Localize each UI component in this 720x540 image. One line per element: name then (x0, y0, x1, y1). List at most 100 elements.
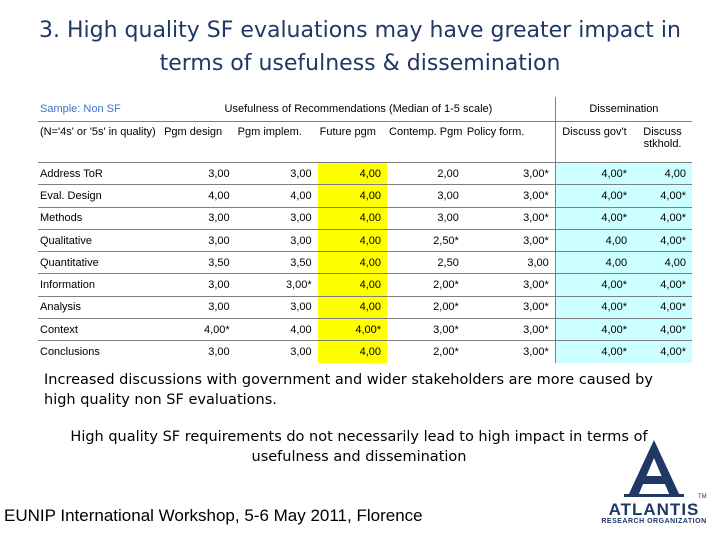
table-cell: 4,00* (554, 340, 634, 363)
table-cell: 4,00* (317, 318, 388, 341)
usefulness-group-header: Usefulness of Recommendations (Median of… (162, 97, 556, 122)
logo-name: ATLANTIS (608, 500, 700, 519)
row-label: Eval. Design (38, 184, 163, 208)
table-row: Methods 3,00 3,00 4,00 3,00 3,00* 4,00* 4,00* (38, 206, 692, 230)
table-cell: 4,00 (317, 184, 388, 208)
table-cell: 4,00* (633, 295, 692, 319)
table-cell: 3,00 (464, 251, 556, 274)
table-cell: 3,00* (464, 228, 556, 252)
table-cell: 4,00* (633, 228, 692, 252)
table-cell: 4,00 (317, 228, 388, 252)
atlantis-logo: ATLANTIS TM RESEARCH ORGANIZATION (598, 438, 710, 528)
table-cell: 4,00* (633, 340, 692, 363)
table-cell: 3,00* (464, 318, 556, 341)
table-body: Address ToR 3,00 3,00 4,00 2,00 3,00* 4,00* 4,0… (38, 161, 692, 363)
table-cell: 3,00 (162, 273, 236, 297)
dissemination-group-header: Dissemination (554, 97, 692, 122)
table-cell: 3,00 (162, 228, 236, 252)
table-cell: 3,00 (235, 228, 318, 252)
table-cell: 3,00* (464, 295, 556, 319)
table-cell: 3,00 (162, 161, 236, 185)
logo-tm: TM (698, 494, 707, 500)
column-header: Contemp. Pgm (389, 126, 463, 138)
column-header: Future pgm (319, 126, 376, 138)
table-cell: 4,00* (554, 161, 634, 185)
table-row: Address ToR 3,00 3,00 4,00 2,00 3,00* 4,00* 4,0… (38, 161, 692, 185)
table-cell: 4,00 (633, 251, 692, 274)
sample-label: Sample: Non SF (38, 97, 163, 122)
row-label: Qualitative (38, 228, 163, 252)
table-cell: 4,00* (554, 295, 634, 319)
table-cell: 3,00* (464, 184, 556, 208)
row-label: Information (38, 273, 163, 297)
table-cell: 4,00* (554, 184, 634, 208)
slide-title: 3. High quality SF evaluations may have … (39, 18, 681, 76)
footer-text: EUNIP International Workshop, 5-6 May 20… (4, 506, 423, 525)
table-cell: 3,00* (387, 318, 465, 341)
atlantis-mark-icon (624, 440, 684, 497)
table-cell: 4,00* (633, 206, 692, 230)
table-row: Quantitative 3,50 3,50 4,00 2,50 3,00 4,00 4,00 (38, 251, 692, 274)
column-header: Pgm design (164, 126, 223, 138)
table-cell: 2,00* (387, 273, 465, 297)
row-label: Context (38, 318, 163, 341)
table-cell: 4,00 (235, 318, 318, 341)
table-cell: 4,00* (554, 318, 634, 341)
table-row: Eval. Design 4,00 4,00 4,00 3,00 3,00* 4,00* 4,… (38, 184, 692, 208)
table-cell: 4,00* (554, 206, 634, 230)
column-header-row: (N='4s' or '5s' in quality) Pgm design P… (38, 121, 692, 163)
table-cell: 4,00 (317, 295, 388, 319)
row-label: Methods (38, 206, 163, 230)
table-cell: 3,00 (162, 340, 236, 363)
results-table: Sample: Non SF Usefulness of Recommendat… (38, 97, 692, 363)
table-cell: 4,00* (633, 318, 692, 341)
table-cell: 4,00 (317, 273, 388, 297)
table-cell: 4,00 (317, 340, 388, 363)
table-cell: 2,50 (387, 251, 465, 274)
table-cell: 3,00 (235, 206, 318, 230)
table-cell: 4,00* (554, 273, 634, 297)
table-cell: 3,00 (387, 184, 465, 208)
table-row: Conclusions 3,00 3,00 4,00 2,00* 3,00* 4,00* 4,… (38, 340, 692, 363)
table-cell: 4,00 (554, 251, 634, 274)
table-cell: 2,00* (387, 340, 465, 363)
note-discussions: Increased discussions with government an… (44, 372, 653, 408)
column-header: Discuss gov't (554, 121, 634, 163)
row-label: Address ToR (38, 161, 163, 185)
table-cell: 3,00 (162, 206, 236, 230)
group-header-row: Sample: Non SF Usefulness of Recommendat… (38, 97, 692, 122)
column-header: Policy form. (466, 126, 525, 138)
table-cell: 4,00* (162, 318, 236, 341)
table-cell: 4,00 (162, 184, 236, 208)
table-cell: 4,00 (317, 161, 388, 185)
table-cell: 4,00 (633, 161, 692, 185)
table-cell: 3,00* (464, 340, 556, 363)
table-cell: 3,00* (464, 161, 556, 185)
column-header: Discuss stkhold. (643, 126, 682, 150)
logo-subtitle: RESEARCH ORGANIZATION (601, 518, 707, 525)
table-cell: 4,00 (235, 184, 318, 208)
table-row: Qualitative 3,00 3,00 4,00 2,50* 3,00* 4,00 4,0… (38, 228, 692, 252)
table-row: Context 4,00* 4,00 4,00* 3,00* 3,00* 4,00* 4,00… (38, 318, 692, 341)
table-cell: 3,00 (235, 161, 318, 185)
row-header-label: (N='4s' or '5s' in quality) (40, 126, 156, 138)
table-cell: 3,50 (162, 251, 236, 274)
table-cell: 4,00 (317, 251, 388, 274)
table-cell: 4,00 (554, 228, 634, 252)
table-cell: 2,00 (387, 161, 465, 185)
table-cell: 2,50* (387, 228, 465, 252)
table-row: Information 3,00 3,00* 4,00 2,00* 3,00* 4,00* 4… (38, 273, 692, 297)
table-cell: 3,00* (464, 206, 556, 230)
row-label: Conclusions (38, 340, 163, 363)
table-row: Analysis 3,00 3,00 4,00 2,00* 3,00* 4,00* 4,00* (38, 295, 692, 319)
table-cell: 3,50 (235, 251, 318, 274)
row-label: Analysis (38, 295, 163, 319)
table-cell: 3,00* (235, 273, 318, 297)
table-cell: 3,00 (387, 206, 465, 230)
row-label: Quantitative (38, 251, 163, 274)
table-cell: 3,00 (162, 295, 236, 319)
table-cell: 3,00* (464, 273, 556, 297)
table-cell: 2,00* (387, 295, 465, 319)
table-cell: 3,00 (235, 295, 318, 319)
table-cell: 4,00* (633, 273, 692, 297)
